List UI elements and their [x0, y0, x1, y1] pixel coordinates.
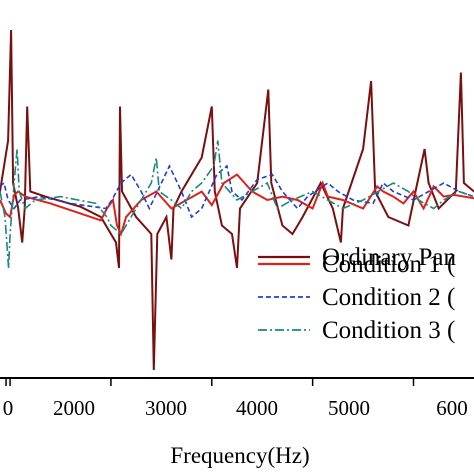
x-tick-label: 2000 — [53, 396, 95, 420]
x-tick-label: 4000 — [236, 396, 278, 420]
legend-label-4: Condition 3 ( — [322, 317, 455, 344]
legend-label-3: Condition 2 ( — [322, 284, 455, 311]
series-line-1 — [0, 29, 474, 371]
x-axis-title: Frequency(Hz) — [170, 443, 309, 468]
series-line-3 — [0, 164, 474, 219]
x-axis-tick-labels: 0 2000 3000 4000 5000 600 — [3, 396, 468, 420]
x-axis-ticks — [5, 378, 415, 386]
x-tick-label: 3000 — [145, 396, 187, 420]
legend-label-1: Ordinary Pan — [322, 244, 456, 271]
x-tick-label: 0 — [3, 396, 14, 420]
series-line-4 — [0, 140, 474, 269]
plot-lines — [0, 29, 474, 371]
series-line-2 — [0, 173, 474, 237]
x-tick-label: 5000 — [328, 396, 370, 420]
x-tick-label: 600 — [436, 396, 468, 420]
legend-label-2: Condition 1 ( — [322, 251, 455, 278]
